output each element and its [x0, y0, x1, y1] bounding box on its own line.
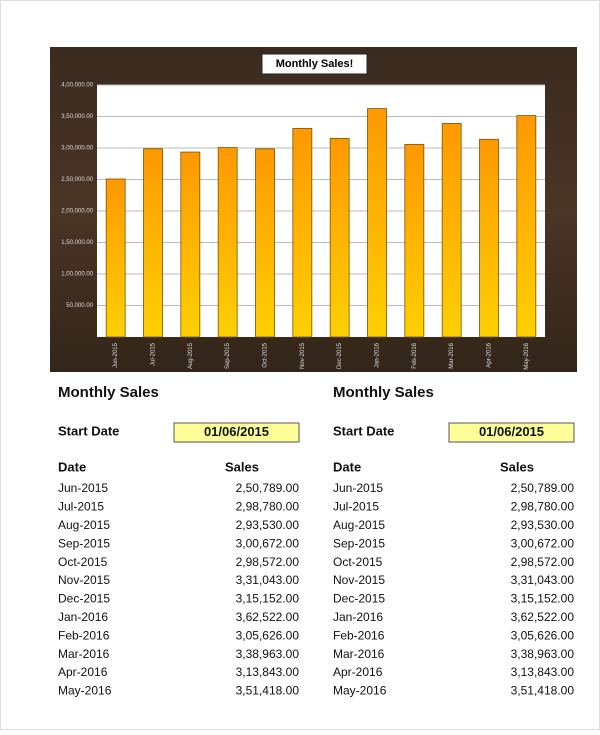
row-sales: 3,00,672.00: [236, 536, 300, 550]
y-tick-label: 1,00,000.00: [61, 272, 93, 278]
row-date: Jan-2016: [58, 610, 108, 624]
column-header: Sales: [225, 459, 259, 474]
row-sales: 3,51,418.00: [511, 684, 575, 698]
row-date: Aug-2015: [58, 518, 110, 532]
row-date: Oct-2015: [333, 555, 383, 569]
bar: [479, 138, 499, 338]
x-tick-label: Jun-2015: [113, 342, 119, 368]
row-sales: 2,50,789.00: [511, 481, 575, 495]
y-tick-label: 1,50,000.00: [61, 240, 93, 246]
row-date: Aug-2015: [333, 518, 385, 532]
row-date: Sep-2015: [333, 536, 385, 550]
row-date: May-2016: [58, 684, 112, 698]
bar: [180, 151, 201, 338]
row-sales: 3,15,152.00: [236, 592, 300, 606]
row-date: Sep-2015: [58, 536, 110, 550]
bar: [367, 108, 387, 338]
start-label: Start Date: [333, 423, 394, 438]
row-sales: 2,98,572.00: [511, 555, 575, 569]
y-tick-label: 3,00,000.00: [61, 146, 93, 152]
start-date: 01/06/2015: [204, 424, 269, 439]
row-sales: 3,38,963.00: [236, 647, 300, 661]
row-sales: 2,98,780.00: [236, 500, 300, 514]
x-tick-label: Aug-2015: [188, 342, 194, 369]
row-date: Dec-2015: [58, 592, 110, 606]
bar: [255, 148, 275, 338]
row-date: Jun-2015: [58, 481, 108, 495]
row-date: Feb-2016: [333, 628, 385, 642]
table-title: Monthly Sales: [333, 384, 434, 401]
x-tick-label: Mar-2016: [449, 342, 455, 368]
x-tick-label: Oct-2015: [263, 342, 269, 367]
title-box: [261, 53, 368, 75]
row-sales: 2,93,530.00: [236, 518, 300, 532]
row-sales: 3,05,626.00: [236, 628, 300, 642]
x-tick-label: Feb-2016: [412, 342, 418, 368]
start-label: Start Date: [58, 423, 119, 438]
x-tick-label: Apr-2016: [487, 342, 493, 367]
row-sales: 3,00,672.00: [511, 536, 575, 550]
row-sales: 3,51,418.00: [236, 684, 300, 698]
row-sales: 3,05,626.00: [511, 628, 575, 642]
row-sales: 2,50,789.00: [236, 481, 300, 495]
column-header: Date: [58, 459, 86, 474]
row-sales: 2,98,572.00: [236, 555, 300, 569]
bar: [516, 115, 537, 338]
row-date: May-2016: [333, 684, 387, 698]
start-date-box: [173, 422, 300, 443]
x-tick-label: Jan-2016: [375, 342, 381, 368]
x-tick-label: Sep-2015: [225, 342, 231, 369]
bar: [105, 178, 126, 338]
row-date: Nov-2015: [333, 573, 385, 587]
row-sales: 2,98,780.00: [511, 500, 575, 514]
row-sales: 3,31,043.00: [236, 573, 300, 587]
row-date: Jun-2015: [333, 481, 383, 495]
x-tick-label: Dec-2015: [337, 342, 343, 369]
row-date: Jul-2015: [58, 500, 104, 514]
row-sales: 3,38,963.00: [511, 647, 575, 661]
column-header: Date: [333, 459, 361, 474]
row-sales: 3,31,043.00: [511, 573, 575, 587]
row-date: Dec-2015: [333, 592, 385, 606]
row-date: Feb-2016: [58, 628, 110, 642]
start-date: 01/06/2015: [479, 424, 544, 439]
x-tick-label: Jul-2015: [151, 342, 157, 366]
row-date: Apr-2016: [58, 665, 108, 679]
row-date: Mar-2016: [58, 647, 110, 661]
row-sales: 3,13,843.00: [236, 665, 300, 679]
column-header: Sales: [500, 459, 534, 474]
bar: [404, 144, 425, 338]
row-date: Nov-2015: [58, 573, 110, 587]
start-date-box: [448, 422, 575, 443]
row-sales: 3,15,152.00: [511, 592, 575, 606]
row-date: Jan-2016: [333, 610, 383, 624]
table-title: Monthly Sales: [58, 384, 159, 401]
row-sales: 2,93,530.00: [511, 518, 575, 532]
y-tick-label: 2,50,000.00: [61, 177, 93, 183]
y-tick-label: 2,00,000.00: [61, 209, 93, 215]
y-tick-label: 50,000.00: [66, 303, 93, 309]
row-sales: 3,62,522.00: [236, 610, 300, 624]
bar: [217, 147, 238, 338]
row-sales: 3,62,522.00: [511, 610, 575, 624]
row-date: Apr-2016: [333, 665, 383, 679]
row-sales: 3,13,843.00: [511, 665, 575, 679]
bar: [292, 128, 313, 338]
y-tick-label: 3,50,000.00: [61, 114, 93, 120]
bar: [143, 148, 163, 338]
chart-title: Monthly Sales!: [276, 58, 354, 70]
row-date: Jul-2015: [333, 500, 379, 514]
x-tick-label: May-2016: [524, 342, 530, 369]
bar: [329, 138, 350, 338]
row-date: Oct-2015: [58, 555, 108, 569]
row-date: Mar-2016: [333, 647, 385, 661]
y-tick-label: 4,00,000.00: [61, 83, 93, 89]
x-tick-label: Nov-2015: [300, 342, 306, 369]
bar: [441, 123, 462, 338]
